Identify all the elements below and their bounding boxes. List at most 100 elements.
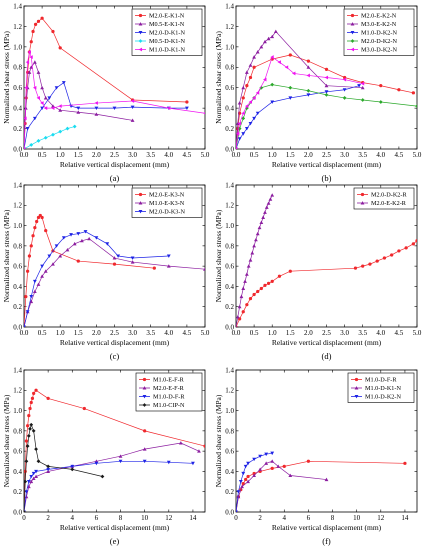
legend-entry: M3.0-D-K2-N [361, 47, 397, 54]
data-point [29, 479, 34, 484]
data-point [241, 471, 246, 476]
data-point [244, 104, 249, 108]
data-point [390, 253, 394, 257]
data-point [166, 264, 171, 268]
data-point [375, 259, 379, 263]
x-tick-label: 5.0 [201, 329, 210, 337]
data-point [246, 461, 250, 466]
data-point [360, 192, 365, 197]
data-point [350, 13, 355, 18]
data-point [241, 286, 246, 290]
data-point [58, 129, 63, 134]
y-axis-label: Normalized shear stress (MPa) [2, 394, 11, 487]
data-point [40, 85, 44, 90]
legend: M2.0-D-K2-RM2.0-E-K2-R [353, 187, 415, 210]
y-tick-label: 0.6 [13, 448, 22, 456]
legend-box [353, 187, 415, 210]
data-point [166, 106, 171, 111]
x-tick-label: 1.0 [268, 151, 277, 159]
legend-entry: M2.0-D-K2-N [361, 38, 397, 45]
y-axis-label: Normalized shear stress (MPa) [2, 209, 11, 302]
series-M3.0-E-K2-N [236, 29, 365, 149]
data-point [58, 104, 62, 108]
data-point [29, 299, 34, 304]
y-tick-label: 1.4 [13, 181, 22, 189]
series-line [24, 423, 103, 512]
data-point [76, 110, 81, 114]
data-point [324, 92, 329, 97]
y-tick-label: 0.4 [13, 468, 22, 476]
x-tick-label: 6 [307, 514, 311, 522]
series-line [236, 56, 363, 149]
data-point [360, 85, 365, 90]
data-point [51, 106, 55, 111]
data-point [263, 77, 267, 82]
data-point [25, 127, 30, 131]
data-point [306, 93, 311, 97]
x-tick-label: 12 [377, 514, 385, 522]
x-axis-label: Relative vertical displacement (mm) [60, 338, 170, 347]
series-line [236, 460, 405, 512]
y-tick-label: 0.4 [13, 283, 22, 291]
data-point [27, 414, 31, 418]
data-point [354, 377, 359, 382]
data-point [378, 100, 383, 104]
data-point [354, 386, 359, 390]
data-point [268, 197, 273, 201]
x-tick-label: 1.5 [74, 151, 83, 159]
data-point [270, 55, 274, 59]
data-point [94, 112, 99, 116]
data-point [252, 243, 256, 248]
data-point [26, 269, 30, 273]
data-point [185, 100, 189, 104]
series-M2.0-E-K2-R [236, 193, 275, 327]
data-point [403, 461, 407, 465]
data-point [244, 477, 248, 482]
series-line [24, 389, 205, 512]
data-point [246, 479, 250, 484]
x-tick-label: 2.0 [92, 151, 101, 159]
y-tick-label: 1.4 [225, 2, 234, 10]
data-point [324, 477, 329, 482]
legend-entry: M3.0-E-K2-N [361, 21, 397, 28]
data-point [241, 85, 246, 90]
data-point [368, 262, 372, 266]
data-point [288, 269, 292, 273]
data-point [82, 406, 86, 411]
data-point [58, 108, 63, 112]
legend: M2.0-E-K2-NM3.0-E-K2-N M1.0-D-K2-NM2.0-D-… [343, 8, 415, 56]
data-point [254, 237, 258, 242]
series-line [236, 84, 417, 149]
x-tick-label: 8 [331, 514, 335, 522]
data-point [270, 466, 274, 471]
x-tick-label: 4.0 [376, 151, 385, 159]
y-tick-label: 0.8 [13, 242, 22, 250]
x-tick-label: 2.5 [322, 151, 331, 159]
series-M1.0-CIP-N [24, 422, 105, 512]
data-point [255, 111, 260, 116]
data-point [24, 116, 27, 121]
x-tick-label: 4.5 [395, 151, 404, 159]
data-point [246, 264, 251, 268]
series-M1.0-E-K3-N [24, 236, 205, 327]
y-tick-label: 0.4 [225, 105, 234, 113]
y-tick-label: 0.0 [225, 508, 234, 516]
data-point [236, 490, 241, 494]
data-point [270, 459, 275, 463]
series-M1.0-D-F-R [24, 459, 195, 512]
data-point [40, 101, 44, 105]
data-point [76, 232, 81, 236]
x-tick-label: 0.0 [20, 329, 29, 337]
data-point [252, 457, 256, 462]
y-axis-label: Normalized shear stress (MPa) [2, 31, 11, 124]
series-M1.0-D-K2-N [236, 84, 361, 149]
y-tick-label: 0.0 [13, 508, 22, 516]
data-point [65, 126, 70, 131]
data-point [252, 65, 256, 69]
y-tick-label: 0.6 [13, 263, 22, 271]
data-point [411, 91, 415, 95]
y-tick-label: 1.0 [13, 222, 22, 230]
data-point [46, 464, 51, 469]
data-point [306, 65, 311, 69]
data-point [360, 98, 365, 102]
